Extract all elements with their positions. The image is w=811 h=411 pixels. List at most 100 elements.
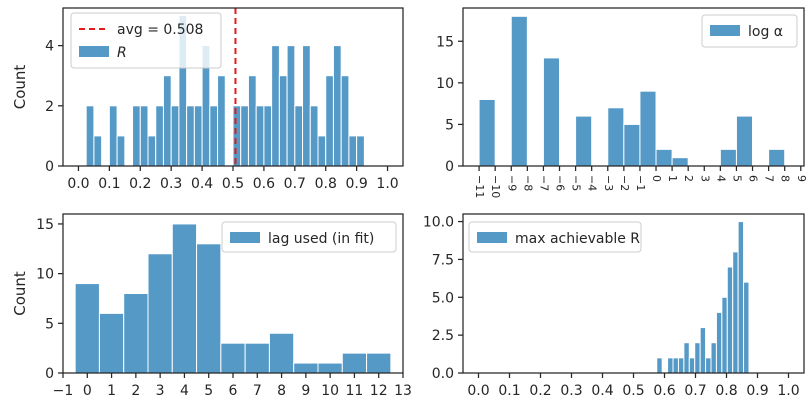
- x-tick-label: 4: [180, 383, 189, 399]
- x-tick-label: 4: [714, 175, 727, 182]
- histogram-bar: [655, 148, 673, 167]
- histogram-bar: [98, 312, 125, 374]
- histogram-bar: [162, 75, 172, 167]
- histogram-bar: [340, 75, 350, 167]
- y-tick-label: 15: [36, 217, 54, 233]
- histogram-bar: [85, 105, 95, 167]
- x-tick-label: 6: [229, 383, 238, 399]
- x-tick-label: 11: [346, 383, 364, 399]
- y-tick-label: 0.0: [432, 366, 454, 382]
- histogram-bar: [677, 357, 685, 374]
- histogram-bar: [302, 45, 311, 167]
- y-tick-label: 5: [445, 117, 454, 133]
- histogram-bar: [132, 105, 141, 167]
- histogram-bar: [294, 105, 304, 167]
- x-tick-label: 9: [301, 383, 310, 399]
- x-tick-label: 0.6: [253, 176, 275, 192]
- legend-label: log α: [748, 24, 783, 40]
- histogram-bar: [737, 221, 745, 374]
- x-tick-label: 2: [131, 383, 140, 399]
- subplot-1: 0.0 0.1 0.2 0.3 0.4 0.5 0.6 0.7 0.8 0.9 1.0 0 2 4 Coun…: [11, 7, 404, 192]
- legend-bar-swatch: [230, 232, 260, 243]
- histogram-bar: [186, 105, 195, 167]
- histogram-bar: [743, 281, 750, 374]
- histogram-bar: [688, 357, 696, 374]
- x-tick-label: 0.4: [591, 383, 613, 399]
- x-tick-label: 0.3: [560, 383, 582, 399]
- x-tick-label: 10: [321, 383, 339, 399]
- x-tick-label: 5: [204, 383, 213, 399]
- histogram-bar: [293, 362, 319, 374]
- histogram-bar: [263, 105, 273, 167]
- legend-label: max achievable R: [515, 231, 640, 247]
- histogram-bar: [699, 327, 707, 374]
- histogram-bar: [244, 342, 270, 374]
- x-tick-label: 0.3: [160, 176, 182, 192]
- x-tick-label: 0.1: [498, 383, 520, 399]
- y-tick-label: 0: [445, 159, 454, 175]
- legend: log α: [701, 14, 798, 48]
- x-tick-label: −7: [537, 175, 550, 191]
- histogram-bar: [768, 148, 786, 167]
- x-tick-label: 0.8: [715, 383, 737, 399]
- legend-label: R: [117, 45, 127, 61]
- y-axis-label: Count: [11, 271, 29, 316]
- histogram-bar: [332, 45, 342, 167]
- histogram-bar: [108, 105, 118, 167]
- subplot-2: −11 −10 −9 −8 −7 −6 −5 −4 −3 −2 −1 0 1 2 3 4 5 6 7 8 9051015…: [436, 7, 808, 198]
- x-tick-label: 0.2: [529, 383, 551, 399]
- x-tick-label: 3: [156, 383, 165, 399]
- x-tick-label: 0.0: [67, 176, 89, 192]
- histogram-bar: [607, 107, 625, 167]
- x-tick-label: 7: [253, 383, 262, 399]
- histogram-bar: [721, 296, 728, 374]
- histogram-bar: [639, 90, 657, 167]
- y-tick-label: 0: [45, 159, 54, 175]
- histogram-bar: [171, 223, 198, 374]
- x-tick-label: 7: [763, 175, 776, 182]
- histogram-bar: [348, 135, 358, 167]
- histogram-bar: [671, 157, 689, 167]
- histogram-bar: [732, 251, 739, 374]
- histogram-bar: [147, 253, 173, 374]
- x-tick-label: 12: [370, 383, 388, 399]
- x-tick-label: 0.5: [622, 383, 644, 399]
- histogram-bar: [341, 352, 368, 374]
- histogram-bar: [694, 342, 701, 374]
- histogram-bar: [317, 135, 327, 167]
- x-tick-label: 2: [682, 175, 695, 182]
- histogram-bar: [170, 105, 180, 167]
- legend-frame: [701, 14, 798, 48]
- legend-frame: [221, 221, 397, 253]
- legend-bar-swatch: [79, 46, 109, 57]
- histogram-bar: [220, 342, 246, 374]
- legend-label: avg = 0.508: [117, 22, 203, 38]
- legend: avg = 0.508 R: [70, 12, 222, 69]
- x-tick-label: 0.8: [315, 176, 337, 192]
- x-tick-label: 0: [83, 383, 92, 399]
- histogram-bar: [510, 15, 528, 167]
- histogram-bar: [93, 135, 103, 167]
- x-tick-label: −2: [618, 175, 631, 191]
- x-tick-label: 1.0: [777, 383, 799, 399]
- y-axis-label: Count: [11, 65, 29, 110]
- legend-bar-swatch: [710, 25, 740, 36]
- y-tick-label: 10: [36, 267, 54, 283]
- histogram-bar: [240, 105, 249, 167]
- histogram-bar: [667, 357, 674, 374]
- x-tick-label: 0.9: [746, 383, 768, 399]
- x-tick-label: −6: [554, 175, 567, 191]
- histogram-bar: [317, 362, 343, 374]
- x-tick-label: 0.6: [653, 383, 675, 399]
- histogram-bar: [542, 57, 561, 167]
- histogram-bar: [325, 75, 334, 167]
- x-tick-label: 1: [666, 175, 679, 182]
- histogram-bar: [710, 342, 717, 374]
- histogram-bar: [726, 266, 734, 374]
- x-tick-label: −5: [570, 175, 583, 191]
- x-tick-label: 8: [277, 383, 286, 399]
- histogram-bar: [356, 135, 365, 167]
- legend-frame: [468, 221, 642, 253]
- legend: max achievable R: [468, 221, 642, 253]
